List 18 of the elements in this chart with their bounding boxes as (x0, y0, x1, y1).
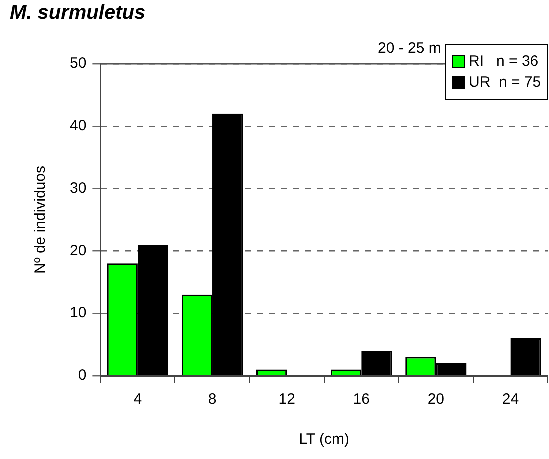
x-tick-label: 8 (208, 391, 217, 408)
y-tick-label: 20 (70, 242, 87, 260)
x-tick-label: 4 (134, 391, 142, 408)
y-axis-title: Nº de individuos (32, 166, 50, 274)
x-tick-label: 12 (278, 391, 296, 408)
x-tick-label: 20 (428, 391, 445, 408)
y-tick-label: 40 (70, 118, 87, 135)
text: 20 - 25 m (378, 40, 442, 57)
legend-label: UR n = 75 (469, 74, 542, 91)
y-tick-label: 50 (70, 55, 87, 72)
x-tick-label: 24 (502, 391, 520, 408)
y-tick-label: 30 (70, 180, 87, 197)
x-tick-label: 16 (353, 391, 370, 408)
legend-label: RI n = 36 (469, 53, 539, 70)
x-axis-title: LT (cm) (299, 431, 350, 448)
y-tick-label: 10 (70, 304, 87, 322)
y-tick-label: 0 (78, 367, 87, 384)
chart-title: M. surmuletus (10, 2, 146, 25)
